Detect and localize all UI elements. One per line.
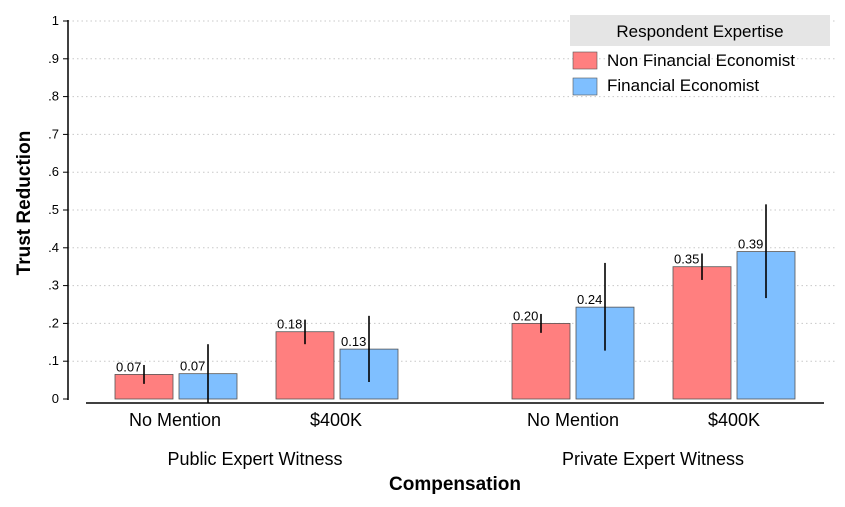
group-label: Private Expert Witness: [562, 449, 744, 469]
group-label: Public Expert Witness: [167, 449, 342, 469]
y-tick-label: .3: [48, 278, 59, 293]
y-tick-label: .4: [48, 240, 59, 255]
y-tick-label: 1: [52, 13, 59, 28]
category-label: No Mention: [129, 410, 221, 430]
data-label: 0.07: [116, 359, 141, 374]
labels: 0.07 0.18 0.20 0.35 0.07 0.13 0.24 0.39 No Menti…: [116, 237, 763, 469]
data-label: 0.39: [738, 237, 763, 252]
y-tick-label: .1: [48, 353, 59, 368]
y-tick-label: .6: [48, 164, 59, 179]
legend: Respondent Expertise Non Financial Econo…: [570, 15, 830, 96]
bar: [511, 322, 571, 400]
data-label: 0.18: [277, 317, 302, 332]
data-label: 0.13: [341, 334, 366, 349]
legend-swatch-non-financial: [572, 51, 598, 70]
data-label: 0.35: [674, 252, 699, 267]
legend-swatch-financial: [572, 77, 598, 96]
y-tick-label: .9: [48, 51, 59, 66]
legend-title: Respondent Expertise: [616, 22, 783, 41]
legend-label-non-financial: Non Financial Economist: [607, 51, 795, 70]
bar: [672, 266, 732, 400]
legend-label-financial: Financial Economist: [607, 76, 759, 95]
y-tick-label: .2: [48, 315, 59, 330]
data-label: 0.24: [577, 292, 602, 307]
x-axis-title: Compensation: [389, 474, 521, 495]
bars: [114, 204, 796, 403]
legend-title-background: [570, 15, 830, 46]
data-label: 0.07: [180, 359, 205, 374]
category-label: No Mention: [527, 410, 619, 430]
category-label: $400K: [708, 410, 760, 430]
y-tick-label: 0: [52, 391, 59, 406]
category-label: $400K: [310, 410, 362, 430]
y-tick-label: .7: [48, 126, 59, 141]
data-label: 0.20: [513, 308, 538, 323]
y-axis-title: Trust Reduction: [14, 131, 35, 276]
y-tick-label: .5: [48, 202, 59, 217]
axes: 0 .1 .2 .3 .4 .5 .6 .7 .8 .9 1: [48, 13, 824, 406]
y-tick-label: .8: [48, 89, 59, 104]
